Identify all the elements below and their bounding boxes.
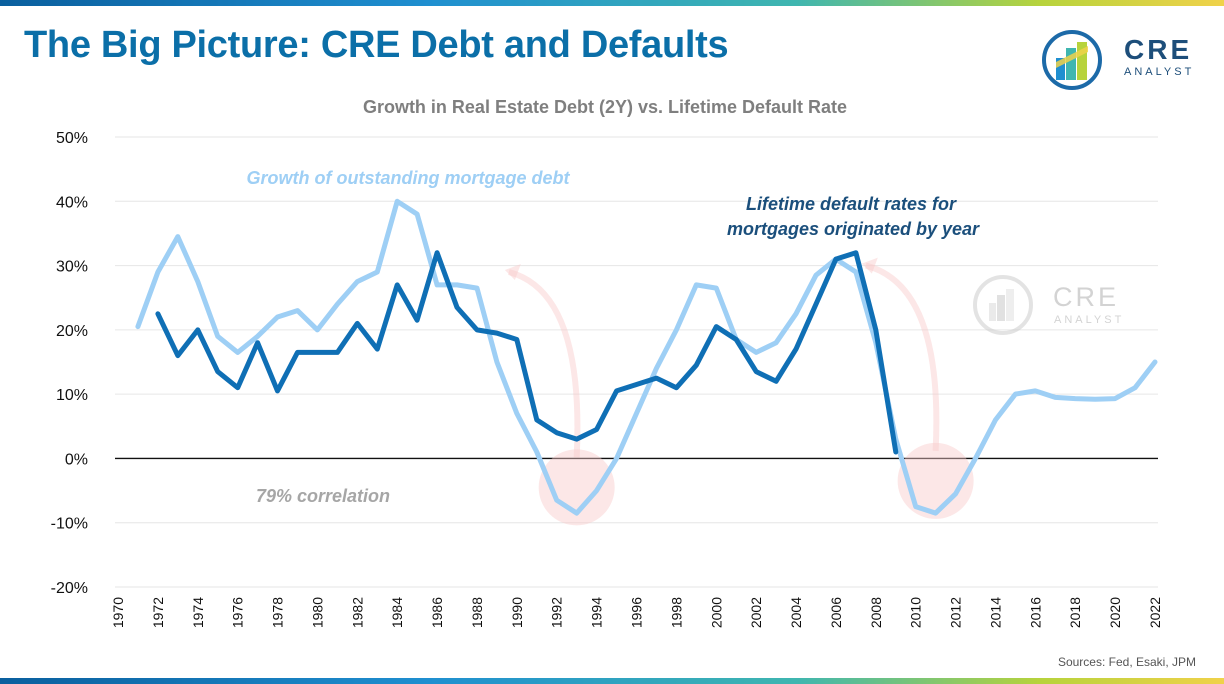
x-tick-label: 2014: [987, 597, 1003, 628]
sources-note: Sources: Fed, Esaki, JPM: [1057, 655, 1196, 669]
y-tick-label: 10%: [56, 387, 88, 404]
x-tick-label: 2016: [1027, 597, 1043, 628]
x-tick-label: 2002: [748, 597, 764, 628]
y-tick-label: 50%: [56, 130, 88, 147]
y-tick-label: 20%: [56, 323, 88, 340]
series-line-debt-growth: [135, 198, 1158, 516]
y-tick-label: -10%: [51, 516, 88, 533]
x-tick-label: 2006: [828, 597, 844, 628]
trough-highlight: [897, 442, 974, 519]
x-tick-label: 1988: [469, 597, 485, 628]
trend-arrow: [508, 269, 581, 458]
x-tick-label: 2000: [708, 597, 724, 628]
x-tick-label: 1982: [349, 597, 365, 628]
y-tick-label: -20%: [51, 580, 88, 597]
trend-arrowhead: [504, 264, 521, 280]
x-tick-label: 1998: [668, 597, 684, 628]
chart-title: Growth in Real Estate Debt (2Y) vs. Life…: [363, 97, 847, 117]
x-tick-label: 1978: [270, 597, 286, 628]
watermark: CRE ANALYST: [973, 275, 1124, 335]
brand-subtitle: ANALYST: [1124, 66, 1195, 78]
x-tick-label: 2020: [1107, 597, 1123, 628]
series-layer: [135, 198, 1158, 516]
top-accent-bar: [0, 0, 1224, 6]
page-title: The Big Picture: CRE Debt and Defaults: [24, 24, 729, 66]
x-tick-label: 2012: [948, 597, 964, 628]
trend-arrowhead: [861, 257, 878, 274]
brand-logo-icon: [1042, 30, 1102, 90]
x-axis: 1970 1972 1974 1976 1978 1980 1982 1984 1986 1988…: [110, 597, 1163, 628]
x-tick-label: 1980: [309, 597, 325, 628]
x-tick-label: 1970: [110, 597, 126, 628]
x-tick-label: 2022: [1147, 597, 1163, 628]
brand-name: CRE: [1124, 34, 1193, 65]
x-tick-label: 1994: [589, 597, 605, 628]
y-axis: -20% -10% 0% 10% 20% 30% 40% 50%: [51, 130, 88, 597]
x-tick-label: 1986: [429, 597, 445, 628]
trend-arrow: [865, 262, 940, 452]
bottom-accent-bar: [0, 678, 1224, 684]
x-tick-label: 2004: [788, 597, 804, 628]
x-tick-label: 2010: [908, 597, 924, 628]
x-tick-label: 2018: [1067, 597, 1083, 628]
series-line-default-rate: [155, 250, 899, 455]
x-tick-label: 1992: [549, 597, 565, 628]
x-tick-label: 1990: [509, 597, 525, 628]
x-tick-label: 1996: [629, 597, 645, 628]
annotation-layer: Growth of outstanding mortgage debt Life…: [247, 168, 981, 506]
brand-logo: CRE ANALYST: [1040, 28, 1210, 92]
watermark-text: CRE: [1053, 282, 1119, 312]
y-tick-label: 0%: [65, 451, 88, 468]
y-tick-label: 30%: [56, 259, 88, 276]
x-tick-label: 1972: [150, 597, 166, 628]
watermark-subtext: ANALYST: [1054, 314, 1124, 326]
x-tick-label: 1976: [230, 597, 246, 628]
annotation-debt-growth: Growth of outstanding mortgage debt: [247, 168, 571, 188]
x-tick-label: 2008: [868, 597, 884, 628]
annotation-default-rate-line2: mortgages originated by year: [727, 219, 980, 239]
grid-layer: [115, 136, 1158, 588]
annotation-correlation: 79% correlation: [256, 486, 390, 506]
watermark-icon: [973, 275, 1033, 335]
annotation-default-rate-line1: Lifetime default rates for: [746, 194, 957, 214]
trough-highlight: [538, 449, 615, 526]
x-tick-label: 1974: [190, 597, 206, 628]
highlight-layer: [504, 257, 974, 526]
x-tick-label: 1984: [389, 597, 405, 628]
y-tick-label: 40%: [56, 194, 88, 211]
